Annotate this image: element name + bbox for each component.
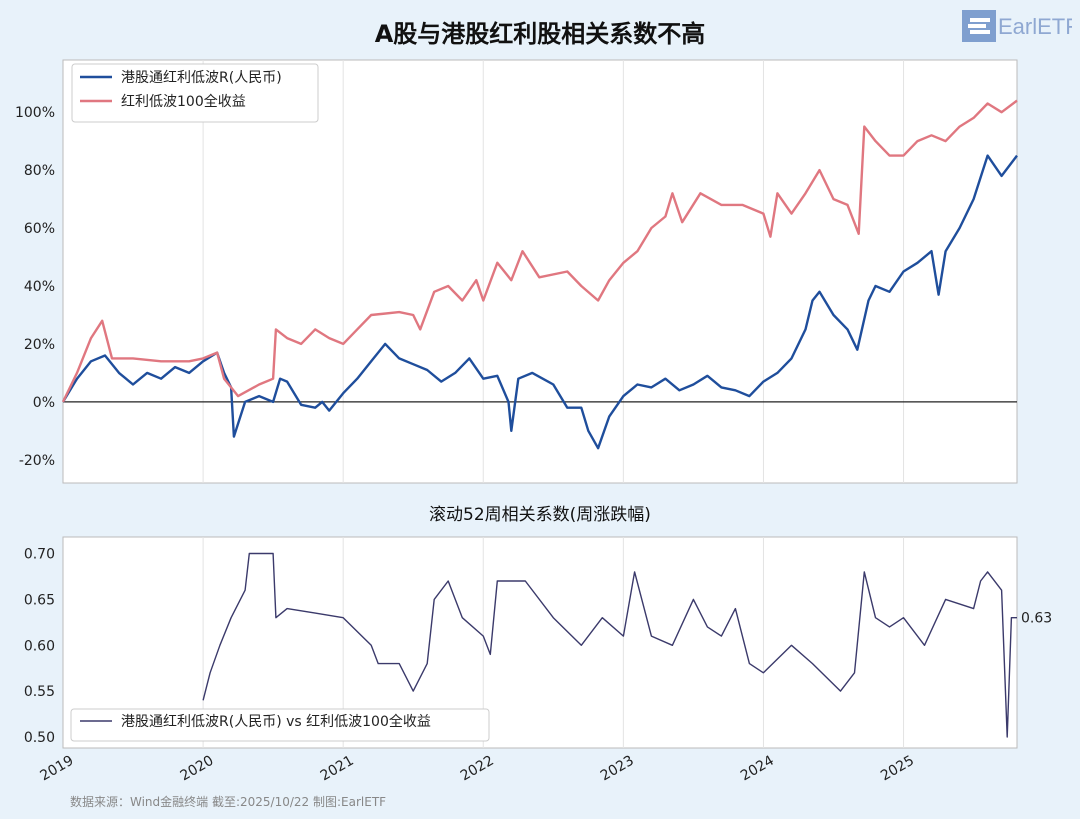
x-tick-label: 2019 — [38, 753, 77, 785]
y-tick-label: 0.50 — [24, 730, 55, 746]
plot-area-0 — [62, 59, 1018, 484]
x-tick-label: 2024 — [738, 753, 777, 785]
y-tick-label: 0.60 — [24, 638, 55, 654]
end-value-label: 0.63 — [1021, 611, 1052, 627]
legend-box — [71, 63, 319, 123]
chart-title: A股与港股红利股相关系数不高 — [374, 20, 706, 48]
legend-label: 港股通红利低波R(人民币) — [121, 70, 282, 86]
source-note: 数据来源：Wind金融终端 截至:2025/10/22 制图:EarlETF — [70, 795, 387, 809]
y-tick-label: 0.55 — [24, 684, 55, 700]
y-tick-label: 0.70 — [24, 547, 55, 563]
series-line-0 — [202, 552, 1017, 738]
y-tick-label: -20% — [19, 453, 55, 469]
y-tick-label: 80% — [24, 163, 55, 179]
x-tick-label: 2023 — [598, 753, 637, 785]
earletf-logo: EarlETF — [962, 8, 1079, 44]
y-tick-label: 60% — [24, 221, 55, 237]
legend-label: 港股通红利低波R(人民币) vs 红利低波100全收益 — [121, 713, 431, 730]
x-tick-label: 2020 — [178, 753, 217, 785]
y-tick-label: 40% — [24, 279, 55, 295]
svg-text:EarlETF: EarlETF — [998, 14, 1072, 39]
x-tick-label: 2021 — [318, 753, 357, 785]
y-tick-label: 100% — [15, 105, 55, 121]
legend-label: 红利低波100全收益 — [121, 93, 246, 110]
x-tick-label: 2022 — [458, 753, 497, 785]
y-tick-label: 0.65 — [24, 592, 55, 608]
correlation-subtitle: 滚动52周相关系数(周涨跌幅) — [429, 505, 651, 525]
x-tick-label: 2025 — [878, 753, 917, 785]
y-tick-label: 0% — [33, 395, 55, 411]
y-tick-label: 20% — [24, 337, 55, 353]
legend-box — [70, 708, 490, 742]
series-line-1 — [61, 99, 1018, 403]
